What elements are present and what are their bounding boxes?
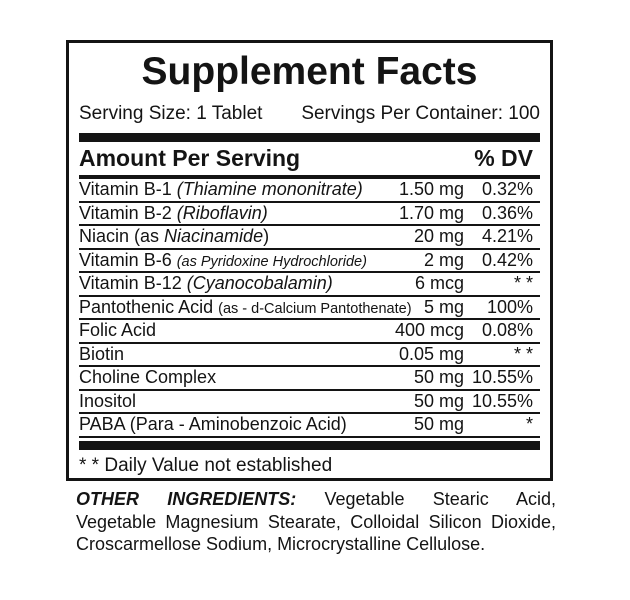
nutrient-amount: 50 mg	[413, 367, 464, 388]
nutrient-qualifier-suffix: )	[263, 226, 270, 247]
nutrient-name: Niacin (as	[79, 226, 165, 247]
nutrient-row: Vitamin B-12 (Cyanocobalamin) 6 mcg * *	[79, 273, 540, 297]
nutrient-dv: 0.08%	[481, 320, 533, 341]
amount-per-serving-header: Amount Per Serving	[79, 145, 301, 171]
nutrient-name: PABA (Para - Aminobenzoic Acid)	[79, 414, 347, 435]
nutrient-dv: 4.21%	[481, 226, 533, 247]
thick-divider-bottom	[79, 440, 540, 450]
servings-per-container: Servings Per Container: 100	[301, 103, 540, 124]
dv-header: % DV	[474, 145, 533, 171]
nutrient-dv: 100%	[486, 296, 533, 317]
nutrient-dv: *	[525, 414, 533, 435]
nutrient-dv: 0.32%	[481, 179, 533, 200]
daily-value-footnote: * * Daily Value not established	[79, 454, 333, 476]
nutrient-dv: 10.55%	[471, 367, 533, 388]
nutrient-name: Biotin	[79, 343, 125, 364]
nutrient-qualifier: (Riboflavin)	[176, 202, 268, 223]
nutrient-name: Vitamin B-1	[79, 179, 177, 200]
nutrient-name: Vitamin B-6	[79, 249, 177, 270]
nutrient-row: Niacin (as Niacinamide) 20 mg 4.21%	[79, 226, 540, 250]
nutrient-qualifier: (Cyanocobalamin)	[186, 273, 333, 294]
nutrient-row: Vitamin B-6 (as Pyridoxine Hydrochloride…	[79, 249, 540, 273]
nutrient-name: Vitamin B-2	[79, 202, 177, 223]
nutrient-qualifier: (as - d-Calcium Pantothenate)	[218, 300, 412, 317]
serving-info-row: Serving Size: 1 Tablet Servings Per Cont…	[79, 103, 540, 125]
nutrient-dv: 0.42%	[481, 249, 533, 270]
other-ingredients-line1: Vegetable Stearic Acid,	[324, 489, 556, 509]
nutrient-row: Inositol 50 mg 10.55%	[79, 390, 540, 414]
nutrient-name: Vitamin B-12	[79, 273, 187, 294]
nutrient-amount: 6 mcg	[414, 273, 464, 294]
nutrient-amount: 1.70 mg	[398, 202, 464, 223]
nutrient-amount: 50 mg	[413, 414, 464, 435]
nutrient-row: Pantothenic Acid (as - d-Calcium Pantoth…	[79, 296, 540, 320]
nutrient-amount: 400 mcg	[394, 320, 464, 341]
nutrient-name: Pantothenic Acid	[79, 296, 219, 317]
nutrient-dv: * *	[513, 273, 533, 294]
nutrient-amount: 20 mg	[413, 226, 464, 247]
other-ingredients-label: OTHER INGREDIENTS:	[76, 489, 297, 509]
nutrient-amount: 1.50 mg	[398, 179, 464, 200]
panel-title: Supplement Facts	[141, 50, 478, 93]
nutrient-amount: 2 mg	[423, 249, 464, 270]
nutrient-name: Choline Complex	[79, 367, 217, 388]
nutrient-dv: 0.36%	[481, 202, 533, 223]
nutrient-row: Folic Acid 400 mcg 0.08%	[79, 320, 540, 344]
nutrient-qualifier: (Thiamine mononitrate)	[176, 179, 363, 200]
nutrient-dv: 10.55%	[471, 390, 533, 411]
nutrient-row: Biotin 0.05 mg * *	[79, 343, 540, 367]
nutrient-qualifier: (as Pyridoxine Hydrochloride)	[176, 253, 367, 270]
nutrient-name: Inositol	[79, 390, 137, 411]
nutrient-row: Vitamin B-1 (Thiamine mononitrate) 1.50 …	[79, 179, 540, 203]
serving-size: Serving Size: 1 Tablet	[79, 103, 263, 124]
nutrient-amount: 5 mg	[423, 296, 464, 317]
nutrient-dv: * *	[513, 343, 533, 364]
column-header-row: Amount Per Serving % DV	[79, 142, 540, 179]
nutrient-amount: 50 mg	[413, 390, 464, 411]
thick-divider-top	[79, 133, 540, 142]
other-ingredients-line3: Croscarmellose Sodium, Microcrystalline …	[76, 534, 486, 554]
nutrient-amount: 0.05 mg	[398, 343, 464, 364]
nutrient-row: Vitamin B-2 (Riboflavin) 1.70 mg 0.36%	[79, 202, 540, 226]
nutrient-row: PABA (Para - Aminobenzoic Acid) 50 mg *	[79, 414, 540, 438]
other-ingredients: OTHER INGREDIENTS: Vegetable Stearic Aci…	[76, 488, 556, 556]
other-ingredients-line2: Vegetable Magnesium Stearate, Colloidal …	[76, 511, 556, 532]
nutrient-qualifier: Niacinamide	[164, 226, 264, 247]
nutrient-row: Choline Complex 50 mg 10.55%	[79, 367, 540, 391]
nutrient-name: Folic Acid	[79, 320, 157, 341]
supplement-facts-panel: Supplement Facts Serving Size: 1 Tablet …	[66, 40, 553, 481]
